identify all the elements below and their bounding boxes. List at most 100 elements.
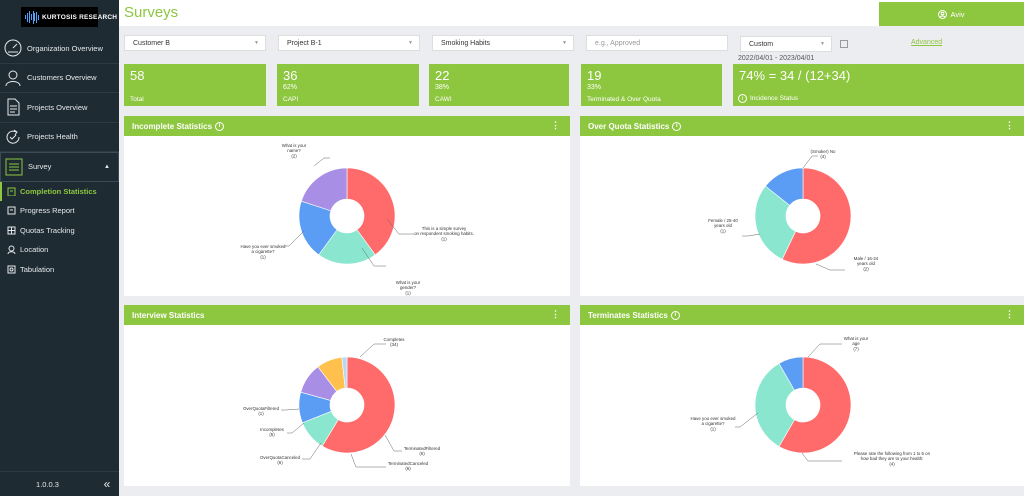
chevron-up-icon: ▲ (104, 163, 110, 170)
sidebar-item-projects-health[interactable]: Projects Health (0, 123, 119, 152)
chevron-down-icon: ▼ (562, 40, 567, 46)
panel-header: Interview Statistics ⋮ (124, 305, 570, 325)
label-leader-line (350, 453, 386, 468)
terminates-donut-chart: What is your age (7) Please rate the follow… (691, 336, 931, 466)
sidebar-subitem-label: Completion Statistics (20, 186, 97, 196)
label-leader-line (735, 412, 759, 428)
sidebar-subitem-label: Location (20, 245, 49, 255)
slice-label-what-is-your-gender: What is your gender? (1) (396, 280, 421, 295)
project-select-value: Project B-1 (287, 39, 322, 47)
panel-terminates-statistics: Terminates Statistics i ⋮ What is your ag… (580, 305, 1024, 486)
advanced-link[interactable]: Advanced (911, 39, 943, 46)
sidebar-subitem-tabulation[interactable]: Tabulation (0, 260, 119, 280)
info-icon[interactable]: i (672, 121, 682, 131)
info-icon[interactable]: i (738, 94, 747, 103)
more-menu-icon[interactable]: ⋮ (551, 309, 560, 319)
label-leader-line (815, 263, 845, 271)
sidebar-subitem-location[interactable]: Location (0, 240, 119, 260)
gauge-icon (4, 39, 22, 57)
sidebar-item-label: Customers Overview (27, 73, 97, 83)
panel-header: Over Quota Statistics i ⋮ (580, 116, 1024, 136)
label-leader-line (807, 343, 842, 358)
stat-percent: 33% (587, 84, 602, 91)
logo-text: KURTOSIS RESEARCH (42, 13, 118, 21)
donut-hole (786, 199, 820, 233)
sidebar-subitem-label: Quotas Tracking (20, 225, 75, 235)
list-icon (5, 158, 23, 176)
topbar: Surveys Aviv (119, 0, 1024, 26)
label-leader-line (284, 230, 305, 247)
customer-select[interactable]: Customer B ▼ (124, 35, 266, 51)
slice-label-male-16-24-years-old: Male / 16-24 years old (2) (854, 256, 879, 271)
sidebar-subitem-label: Progress Report (20, 206, 75, 216)
sidebar-subitem-quotas-tracking[interactable]: Quotas Tracking (0, 221, 119, 241)
label-leader-line (359, 343, 386, 358)
collapse-sidebar-icon[interactable]: « (103, 477, 111, 491)
project-select[interactable]: Project B-1 ▼ (278, 35, 420, 51)
stat-percent: 38% (435, 84, 450, 91)
panel-over-quota-statistics: Over Quota Statistics i ⋮ (Smoker) No (4)… (580, 116, 1024, 296)
stat-value: 22 (435, 68, 450, 83)
label-leader-line (287, 422, 305, 434)
label-leader-line (313, 157, 330, 167)
logo-area: KURTOSIS RESEARCH (0, 0, 119, 34)
info-icon[interactable]: i (670, 310, 680, 320)
incomplete-donut-chart: What is your name? (2) This is a simple sur… (241, 143, 474, 295)
calendar-icon[interactable] (840, 40, 848, 48)
sidebar-subitem-completion-statistics[interactable]: Completion Statistics (0, 181, 119, 201)
label-leader-line (802, 155, 818, 169)
customer-select-value: Customer B (133, 39, 170, 47)
date-mode-select[interactable]: Custom ▼ (740, 36, 832, 52)
donut-hole (786, 388, 820, 422)
report-icon (7, 206, 16, 215)
survey-select-value: Smoking Habits (441, 39, 491, 47)
stat-value: 74% = 34 / (12+34) (739, 68, 851, 83)
more-menu-icon[interactable]: ⋮ (1005, 120, 1014, 130)
stat-label: Incidence Status (750, 95, 799, 102)
status-input[interactable]: e.g., Approved (586, 35, 728, 51)
date-mode-value: Custom (749, 40, 774, 48)
label-leader-line (281, 408, 300, 411)
panel-title: Over Quota Statistics (588, 121, 670, 131)
sidebar-subitem-progress-report[interactable]: Progress Report (0, 201, 119, 221)
slice-label-smoker-no: (Smoker) No (4) (811, 149, 836, 159)
slice-label-please-rate-the-following-from-1-to-5-on: Please rate the following from 1 to 5 on… (854, 451, 931, 466)
donut-hole (330, 199, 364, 233)
user-icon (5, 70, 21, 86)
more-menu-icon[interactable]: ⋮ (551, 120, 560, 130)
sidebar-item-label: Survey (28, 162, 52, 172)
sidebar-item-customers-overview[interactable]: Customers Overview (0, 64, 119, 93)
waveform-icon (25, 10, 39, 24)
location-icon (7, 245, 16, 255)
pie-slice-have-you-ever-smoked-a-cigarette[interactable] (300, 167, 348, 212)
stat-label: CAPI (283, 96, 299, 103)
label-leader-line (801, 452, 842, 462)
slice-label-female-25-40-years-old: Female / 25-40 years old (1) (708, 218, 738, 233)
stat-label: CAWI (435, 96, 452, 103)
slice-label-what-is-your-name: What is your name? (2) (282, 143, 307, 158)
slice-label-have-you-ever-smoked-a-cigarette: Have you ever smoked a cigarette? (1) (691, 416, 736, 431)
survey-select[interactable]: Smoking Habits ▼ (432, 35, 574, 51)
stat-card-total: 58 Total (124, 64, 266, 106)
date-range-text: 2022/04/01 - 2023/04/01 (738, 55, 815, 62)
sidebar-item-projects-overview[interactable]: Projects Overview (0, 93, 119, 123)
stat-value: 19 (587, 68, 602, 83)
logo[interactable]: KURTOSIS RESEARCH (21, 7, 117, 27)
more-menu-icon[interactable]: ⋮ (1005, 309, 1014, 319)
interview-donut-chart: Completes (34) TerminatedFiltered (6) Termin… (243, 337, 441, 471)
user-menu-button[interactable]: Aviv (879, 2, 1024, 26)
sidebar: KURTOSIS RESEARCH Organization Overview … (0, 0, 119, 496)
slice-label-terminatedcanceled: TerminatedCanceled (6) (388, 461, 429, 471)
slice-label-this-is-a-simple-survey-on-respondent-sm: This is a simple survey on respondent smo… (414, 226, 474, 241)
quota-icon (7, 226, 16, 235)
page-title: Surveys (124, 4, 179, 21)
refresh-icon (6, 129, 20, 144)
slice-label-what-is-your-age: What is your age (7) (844, 336, 869, 351)
status-input-placeholder: e.g., Approved (595, 39, 641, 47)
stat-card-incidence: 74% = 34 / (12+34) i Incidence Status (733, 64, 1024, 106)
sidebar-item-survey[interactable]: Survey ▲ (0, 152, 119, 182)
sidebar-item-organization-overview[interactable]: Organization Overview (0, 34, 119, 64)
stat-value: 58 (130, 68, 145, 83)
donut-hole (330, 388, 364, 422)
info-icon[interactable]: i (215, 121, 225, 131)
